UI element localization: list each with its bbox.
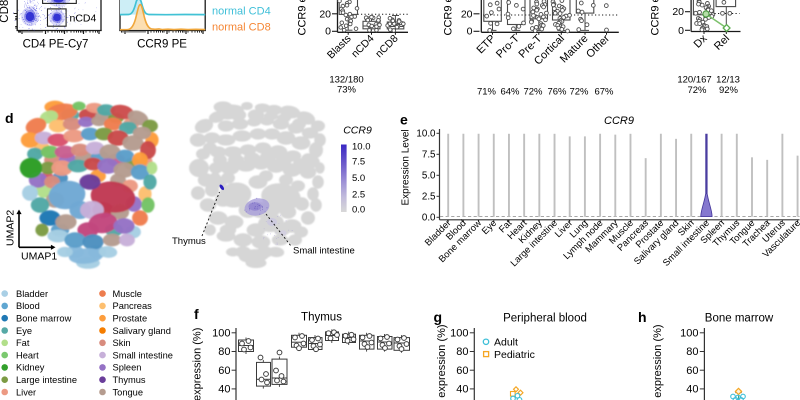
svg-text:5.0: 5.0 — [352, 173, 365, 184]
svg-text:CCR9 expression (%): CCR9 expression (%) — [436, 324, 448, 400]
svg-text:2.5: 2.5 — [422, 192, 436, 203]
svg-text:CCR9 expression (%): CCR9 expression (%) — [192, 328, 204, 400]
svg-text:76%: 76% — [547, 86, 567, 97]
svg-text:d: d — [5, 110, 14, 126]
svg-text:72%: 72% — [569, 86, 589, 97]
svg-text:CCR9 expression (%): CCR9 expression (%) — [652, 324, 664, 400]
svg-text:100: 100 — [680, 327, 698, 339]
svg-text:Expression Level: Expression Level — [400, 129, 411, 205]
svg-text:normal CD4: normal CD4 — [212, 6, 271, 18]
svg-text:CCR9 expression (%): CCR9 expression (%) — [297, 0, 309, 36]
svg-text:100: 100 — [212, 327, 230, 339]
svg-text:UMAP1: UMAP1 — [21, 251, 57, 263]
svg-text:80: 80 — [218, 346, 230, 358]
svg-text:60: 60 — [686, 365, 698, 377]
svg-text:60: 60 — [218, 365, 230, 377]
svg-text:CCR9: CCR9 — [343, 125, 372, 137]
svg-text:72%: 72% — [523, 86, 543, 97]
svg-text:Peripheral blood: Peripheral blood — [503, 313, 587, 325]
svg-text:Large intestine: Large intestine — [16, 375, 77, 385]
svg-text:Muscle: Muscle — [113, 289, 142, 299]
svg-text:73%: 73% — [337, 85, 357, 96]
svg-text:Pediatric: Pediatric — [494, 349, 535, 361]
svg-text:Fat: Fat — [16, 338, 30, 348]
svg-text:60: 60 — [456, 365, 468, 377]
svg-text:80: 80 — [456, 346, 468, 358]
svg-text:Thymus: Thymus — [172, 236, 206, 247]
svg-text:5.0: 5.0 — [422, 171, 436, 182]
svg-text:Tongue: Tongue — [113, 387, 144, 397]
svg-text:Thymus: Thymus — [301, 312, 342, 324]
svg-text:Adult: Adult — [494, 337, 518, 349]
svg-text:120/167: 120/167 — [677, 74, 711, 85]
svg-text:72%: 72% — [687, 85, 707, 96]
svg-text:10.0: 10.0 — [352, 141, 371, 152]
svg-text:100: 100 — [450, 327, 468, 339]
svg-text:67%: 67% — [594, 86, 614, 97]
svg-text:0: 0 — [678, 25, 684, 37]
svg-text:7.5: 7.5 — [352, 156, 365, 167]
svg-text:Bone marrow: Bone marrow — [705, 313, 774, 325]
svg-text:f: f — [194, 306, 199, 322]
svg-text:40: 40 — [456, 384, 468, 396]
svg-text:0.0: 0.0 — [422, 213, 436, 224]
svg-text:Bladder: Bladder — [16, 289, 48, 299]
svg-text:7.5: 7.5 — [422, 150, 436, 161]
svg-text:40: 40 — [686, 384, 698, 396]
svg-text:g: g — [434, 309, 443, 325]
svg-text:71%: 71% — [477, 86, 497, 97]
svg-text:h: h — [638, 309, 647, 325]
svg-text:40: 40 — [218, 384, 230, 396]
svg-text:CCR9 expression (%): CCR9 expression (%) — [650, 0, 662, 36]
svg-text:Small intestine: Small intestine — [113, 350, 173, 360]
svg-text:Liver: Liver — [16, 387, 36, 397]
svg-text:Bone marrow: Bone marrow — [16, 314, 72, 324]
svg-text:Prostate: Prostate — [113, 314, 148, 324]
svg-text:CCR9: CCR9 — [604, 115, 634, 127]
svg-text:0: 0 — [325, 26, 331, 38]
svg-text:Kidney: Kidney — [16, 363, 45, 373]
svg-text:0: 0 — [467, 26, 473, 38]
svg-text:0.0: 0.0 — [352, 204, 365, 215]
svg-text:Eye: Eye — [16, 326, 32, 336]
svg-text:10.0: 10.0 — [416, 129, 436, 140]
svg-text:CCR9 PE: CCR9 PE — [137, 39, 187, 51]
svg-text:normal CD8: normal CD8 — [212, 22, 271, 34]
svg-text:64%: 64% — [500, 86, 520, 97]
svg-text:20: 20 — [461, 8, 473, 20]
svg-text:2.5: 2.5 — [352, 189, 365, 200]
svg-text:20: 20 — [319, 8, 331, 20]
svg-text:Skin: Skin — [113, 338, 131, 348]
svg-text:132/180: 132/180 — [329, 74, 363, 85]
svg-text:Small intestine: Small intestine — [293, 246, 355, 257]
svg-text:CD4 PE-Cy7: CD4 PE-Cy7 — [23, 39, 89, 51]
svg-text:e: e — [400, 112, 408, 128]
svg-text:Blood: Blood — [16, 301, 40, 311]
svg-text:CCR9 expression (%): CCR9 expression (%) — [443, 0, 455, 36]
svg-text:Heart: Heart — [16, 350, 39, 360]
svg-text:Salivary gland: Salivary gland — [113, 326, 171, 336]
svg-text:92%: 92% — [719, 85, 739, 96]
svg-text:Thymus: Thymus — [113, 375, 146, 385]
svg-text:Spleen: Spleen — [113, 363, 142, 373]
svg-text:nCD4: nCD4 — [70, 13, 97, 25]
svg-text:UMAP2: UMAP2 — [5, 210, 17, 246]
svg-text:Pancreas: Pancreas — [113, 301, 153, 311]
svg-text:20: 20 — [672, 6, 684, 18]
svg-text:80: 80 — [686, 346, 698, 358]
svg-text:12/13: 12/13 — [716, 74, 740, 85]
svg-text:CD8: CD8 — [0, 0, 11, 23]
